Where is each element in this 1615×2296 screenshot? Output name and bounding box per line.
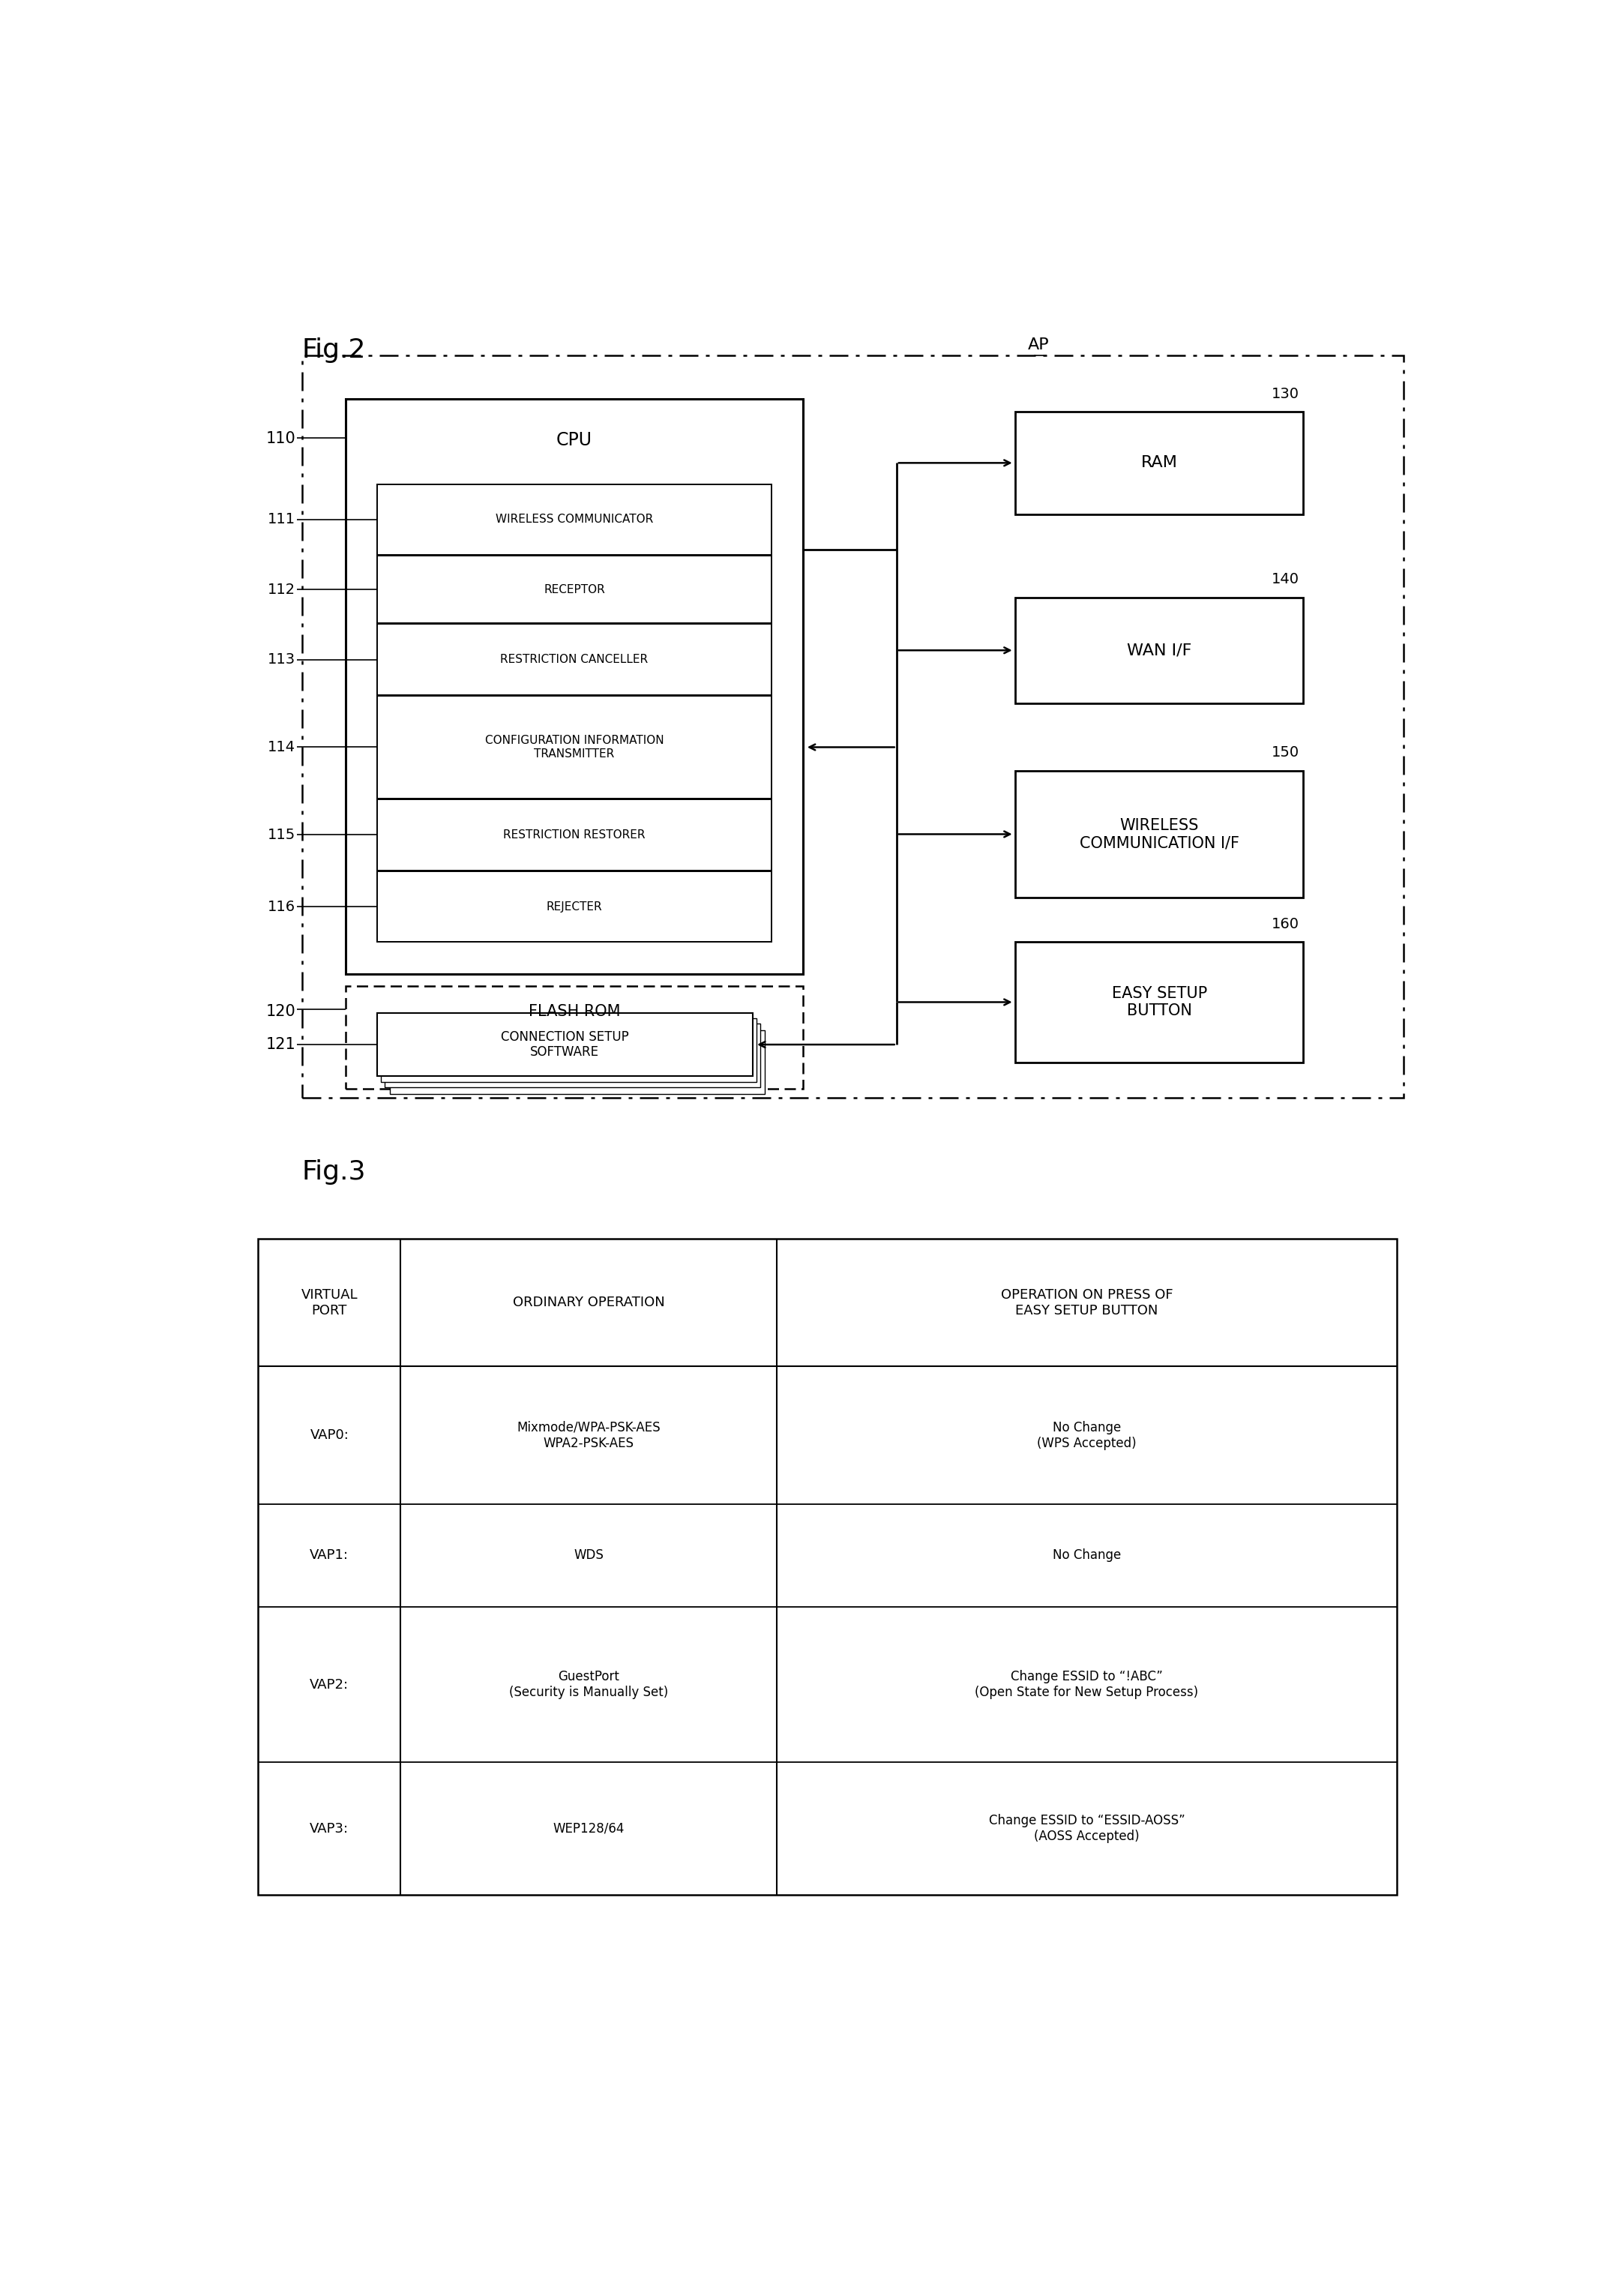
Text: REJECTER: REJECTER	[546, 900, 602, 912]
Bar	[378, 484, 772, 556]
Text: Change ESSID to “ESSID-AOSS”
(AOSS Accepted): Change ESSID to “ESSID-AOSS” (AOSS Accep…	[988, 1814, 1185, 1844]
Text: VAP3:: VAP3:	[310, 1823, 349, 1835]
Text: Fig.2: Fig.2	[302, 338, 367, 363]
Text: RESTRICTION RESTORER: RESTRICTION RESTORER	[504, 829, 646, 840]
Text: VIRTUAL
PORT: VIRTUAL PORT	[300, 1288, 359, 1318]
Text: 115: 115	[268, 829, 296, 843]
Bar	[378, 556, 772, 622]
Text: EASY SETUP
BUTTON: EASY SETUP BUTTON	[1111, 985, 1206, 1019]
Text: GuestPort
(Security is Manually Set): GuestPort (Security is Manually Set)	[509, 1669, 669, 1699]
Bar	[378, 870, 772, 941]
Text: CONNECTION SETUP
SOFTWARE: CONNECTION SETUP SOFTWARE	[501, 1031, 628, 1058]
Text: 140: 140	[1271, 572, 1300, 588]
Text: WIRELESS COMMUNICATOR: WIRELESS COMMUNICATOR	[496, 514, 652, 526]
Text: 110: 110	[266, 432, 296, 445]
Bar	[1016, 771, 1303, 898]
Bar	[378, 696, 772, 799]
Text: AP: AP	[1029, 338, 1050, 351]
Bar	[389, 1031, 766, 1095]
Text: VAP2:: VAP2:	[310, 1678, 349, 1692]
Bar	[258, 1240, 1397, 1894]
Text: OPERATION ON PRESS OF
EASY SETUP BUTTON: OPERATION ON PRESS OF EASY SETUP BUTTON	[1001, 1288, 1172, 1318]
Bar	[302, 356, 1403, 1097]
Text: RESTRICTION CANCELLER: RESTRICTION CANCELLER	[501, 654, 648, 666]
Bar	[1016, 597, 1303, 703]
Text: WIRELESS
COMMUNICATION I/F: WIRELESS COMMUNICATION I/F	[1079, 817, 1239, 850]
Text: 114: 114	[268, 739, 296, 755]
Text: 130: 130	[1271, 386, 1300, 402]
Bar	[1016, 411, 1303, 514]
Text: Fig.3: Fig.3	[302, 1159, 367, 1185]
Text: 116: 116	[268, 900, 296, 914]
Text: No Change: No Change	[1053, 1550, 1121, 1561]
Text: Change ESSID to “!ABC”
(Open State for New Setup Process): Change ESSID to “!ABC” (Open State for N…	[975, 1669, 1198, 1699]
Text: CONFIGURATION INFORMATION
TRANSMITTER: CONFIGURATION INFORMATION TRANSMITTER	[484, 735, 664, 760]
Bar	[378, 1013, 753, 1077]
Bar	[1016, 941, 1303, 1063]
Text: WAN I/F: WAN I/F	[1127, 643, 1192, 659]
Text: VAP0:: VAP0:	[310, 1428, 349, 1442]
Text: 112: 112	[268, 583, 296, 597]
Text: ORDINARY OPERATION: ORDINARY OPERATION	[512, 1295, 664, 1309]
Text: WEP128/64: WEP128/64	[552, 1823, 625, 1835]
Text: Mixmode/WPA-PSK-AES
WPA2-PSK-AES: Mixmode/WPA-PSK-AES WPA2-PSK-AES	[517, 1421, 661, 1449]
Bar	[346, 400, 803, 974]
Text: 113: 113	[268, 652, 296, 666]
Text: 121: 121	[266, 1038, 296, 1052]
Text: VAP1:: VAP1:	[310, 1550, 349, 1561]
Bar	[378, 625, 772, 696]
Text: CPU: CPU	[556, 432, 593, 450]
Text: RAM: RAM	[1142, 455, 1177, 471]
Bar	[384, 1024, 761, 1086]
Text: WDS: WDS	[573, 1550, 604, 1561]
Text: No Change
(WPS Accepted): No Change (WPS Accepted)	[1037, 1421, 1137, 1449]
Text: 120: 120	[266, 1003, 296, 1019]
Text: 150: 150	[1271, 746, 1300, 760]
Text: 111: 111	[268, 512, 296, 526]
Text: FLASH ROM: FLASH ROM	[528, 1003, 620, 1019]
Bar	[381, 1017, 756, 1081]
Text: RECEPTOR: RECEPTOR	[544, 583, 606, 595]
Bar	[378, 799, 772, 870]
Text: 160: 160	[1271, 916, 1300, 932]
Bar	[346, 987, 803, 1088]
